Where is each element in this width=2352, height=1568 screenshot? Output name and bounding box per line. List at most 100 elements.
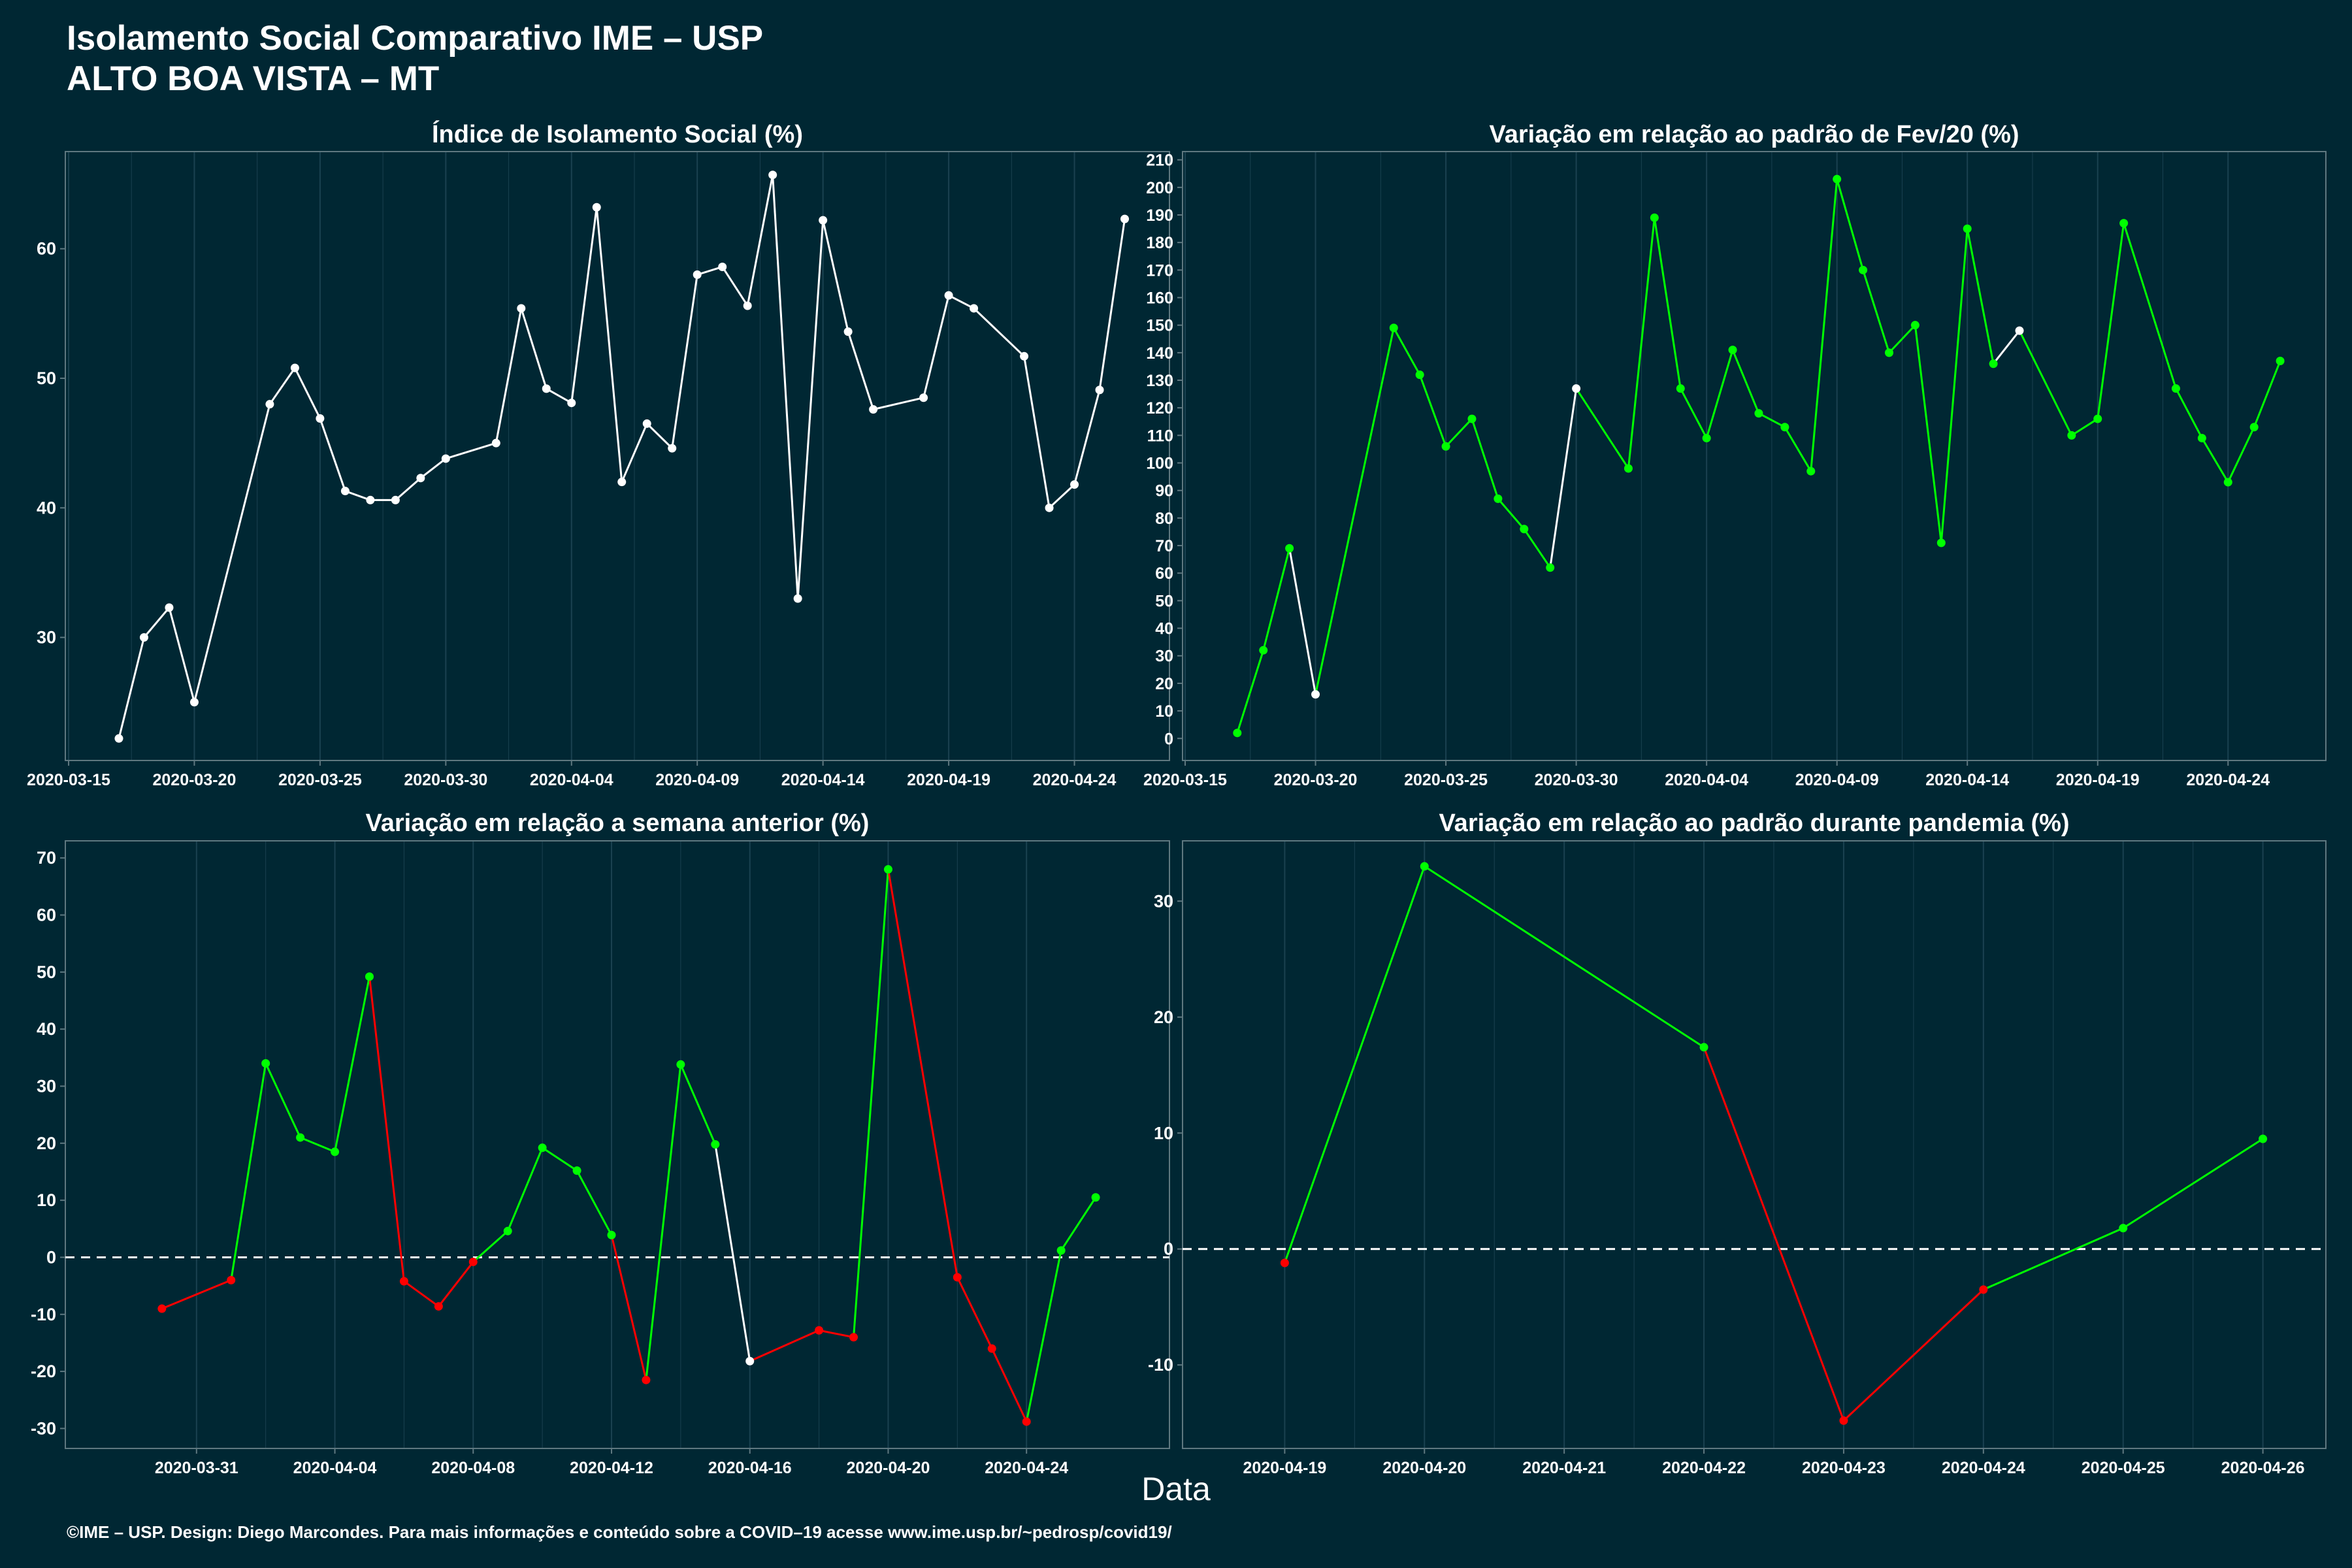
data-point — [711, 1140, 720, 1149]
series-segment — [368, 976, 405, 1282]
y-tick-label: 40 — [1155, 620, 1173, 638]
x-tick-label: 2020-04-24 — [2186, 771, 2270, 789]
data-point — [745, 1356, 755, 1365]
y-tick-label: 110 — [1147, 427, 1173, 445]
series-segment — [472, 1230, 509, 1263]
series-segment — [1315, 327, 1395, 695]
series-segment — [168, 607, 195, 703]
series-segment — [621, 423, 648, 483]
data-point — [139, 633, 148, 642]
y-tick-label: 90 — [1155, 482, 1173, 500]
series-segment — [1758, 412, 1786, 429]
chart-title: Variação em relação a semana anterior (%… — [366, 809, 870, 837]
data-point — [668, 444, 677, 453]
series-segment — [721, 266, 749, 306]
y-tick-label: 70 — [1155, 537, 1173, 555]
series-segment — [1888, 324, 1916, 353]
data-point — [2093, 414, 2102, 423]
data-point — [2067, 431, 2076, 440]
y-tick-label: 0 — [1164, 1239, 1173, 1259]
data-point — [1389, 323, 1398, 333]
y-tick-label: 150 — [1146, 317, 1173, 335]
series-segment — [746, 174, 774, 306]
y-tick-label: 180 — [1146, 234, 1173, 252]
series-segment — [344, 490, 371, 501]
series-segment — [646, 423, 673, 449]
series-segment — [1236, 649, 1265, 734]
data-point — [503, 1226, 512, 1235]
data-point — [592, 203, 601, 212]
data-point — [1806, 466, 1816, 476]
series-segment — [334, 976, 370, 1152]
series-segment — [956, 1277, 993, 1349]
x-tick-label: 2020-04-20 — [847, 1459, 930, 1477]
chart-title: Variação em relação ao padrão de Fev/20 … — [1489, 121, 2019, 148]
y-tick-label: 30 — [1154, 891, 1173, 911]
data-point — [843, 327, 853, 336]
series-segment — [1679, 387, 1708, 439]
series-segment — [1549, 388, 1578, 568]
panel-border — [1182, 151, 2327, 761]
chart-panel-4: Variação em relação ao padrão durante pa… — [1148, 809, 2327, 1477]
series-segment — [1023, 356, 1051, 508]
data-point — [227, 1275, 236, 1284]
x-tick-label: 2020-03-15 — [27, 771, 110, 789]
data-point — [1070, 480, 1079, 489]
y-tick-label: 140 — [1146, 344, 1173, 363]
data-point — [642, 419, 651, 428]
data-point — [1311, 690, 1320, 699]
series-segment — [143, 607, 171, 638]
series-segment — [419, 457, 447, 479]
series-segment — [300, 1136, 336, 1153]
y-tick-label: 10 — [37, 1190, 56, 1210]
data-point — [491, 438, 500, 448]
data-point — [743, 301, 752, 310]
data-point — [1494, 494, 1503, 503]
x-tick-label: 2020-03-25 — [1404, 771, 1488, 789]
data-point — [1095, 385, 1104, 395]
y-tick-label: 70 — [37, 848, 56, 868]
title-line-1: Isolamento Social Comparativo IME – USP — [67, 19, 764, 57]
data-point — [316, 414, 325, 423]
series-segment — [1283, 866, 1426, 1264]
data-point — [1420, 862, 1429, 871]
data-point — [416, 474, 425, 483]
series-segment — [610, 1235, 647, 1380]
series-segment — [990, 1348, 1028, 1422]
series-segment — [1445, 418, 1473, 448]
data-point — [1839, 1416, 1848, 1425]
series-segment — [887, 869, 958, 1278]
series-segment — [1523, 528, 1551, 568]
series-segment — [1497, 498, 1525, 530]
data-point — [340, 487, 350, 496]
data-point — [642, 1375, 651, 1384]
y-tick-label: 10 — [1155, 702, 1173, 721]
data-point — [1415, 370, 1424, 380]
series-segment — [1025, 1250, 1062, 1422]
data-point — [819, 216, 828, 225]
series-segment — [1418, 374, 1447, 447]
series-segment — [948, 294, 975, 310]
data-point — [2259, 1134, 2268, 1143]
series-segment — [2227, 427, 2255, 483]
series-segment — [822, 220, 849, 332]
y-tick-label: 60 — [1155, 564, 1173, 583]
data-point — [676, 1060, 685, 1069]
series-segment — [923, 295, 950, 399]
series-segment — [319, 418, 346, 492]
series-segment — [1862, 269, 1890, 353]
x-tick-label: 2020-04-19 — [1243, 1459, 1326, 1477]
series-segment — [595, 207, 623, 482]
series-segment — [546, 387, 572, 404]
data-point — [157, 1304, 167, 1313]
data-point — [296, 1133, 305, 1142]
chart-title: Índice de Isolamento Social (%) — [432, 120, 803, 148]
series-segment — [1705, 350, 1734, 439]
data-point — [1091, 1193, 1100, 1202]
y-tick-label: 30 — [1155, 647, 1173, 666]
series-segment — [1471, 418, 1499, 499]
data-point — [290, 363, 299, 372]
footer-credits: ©IME – USP. Design: Diego Marcondes. Par… — [67, 1522, 1172, 1542]
data-point — [572, 1166, 581, 1175]
